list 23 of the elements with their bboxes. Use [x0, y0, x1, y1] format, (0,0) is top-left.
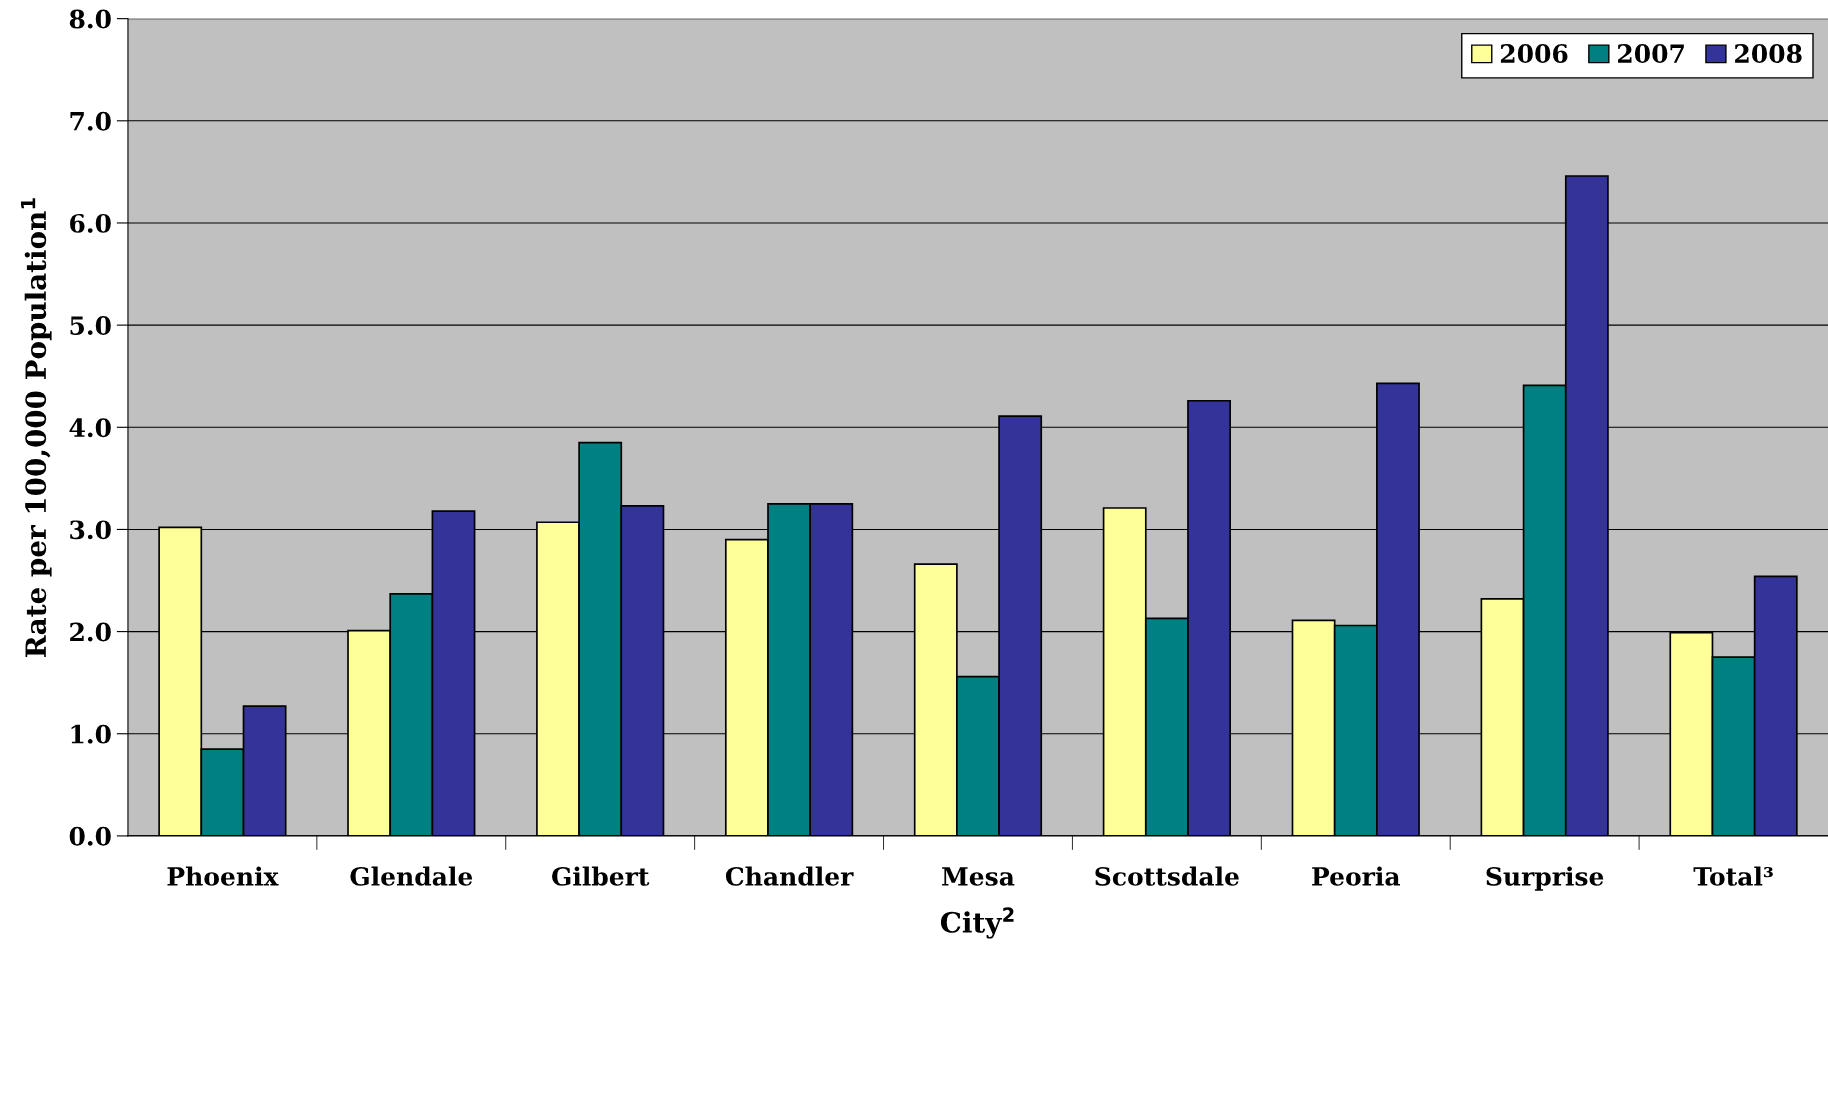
y-tick-label: 4.0	[69, 418, 111, 438]
y-tick-label: 8.0	[69, 9, 111, 29]
x-tick-label: Surprise	[1486, 866, 1604, 891]
y-tick-label: 5.0	[70, 316, 111, 335]
x-axis-title: City$^{2}$	[940, 907, 1014, 939]
x-tick-label: Gilbert	[552, 866, 650, 886]
x-tick-label: Scottsdale	[1095, 866, 1239, 886]
x-tick-label: Chandler	[725, 866, 854, 886]
x-tick-label: Peoria	[1312, 866, 1400, 886]
y-tick-label: 0.0	[69, 826, 111, 846]
y-tick-label: 2.0	[70, 622, 111, 642]
legend-label: 2007	[1618, 44, 1684, 63]
y-tick-label: 7.0	[70, 111, 111, 131]
legend-label: 2008	[1735, 44, 1802, 63]
x-tick-label: Phoenix	[167, 866, 279, 886]
y-axis-title: Rate per 100,000 Population$^{1}$	[21, 198, 52, 658]
y-tick-label: 6.0	[70, 213, 111, 233]
x-tick-label: Glendale	[350, 866, 473, 886]
y-tick-label: 1.0	[71, 724, 111, 744]
legend-label: 2006	[1500, 44, 1568, 63]
y-tick-label: 3.0	[70, 520, 111, 540]
x-tick-label: Total³	[1693, 866, 1773, 886]
x-tick-label: Mesa	[942, 867, 1015, 886]
